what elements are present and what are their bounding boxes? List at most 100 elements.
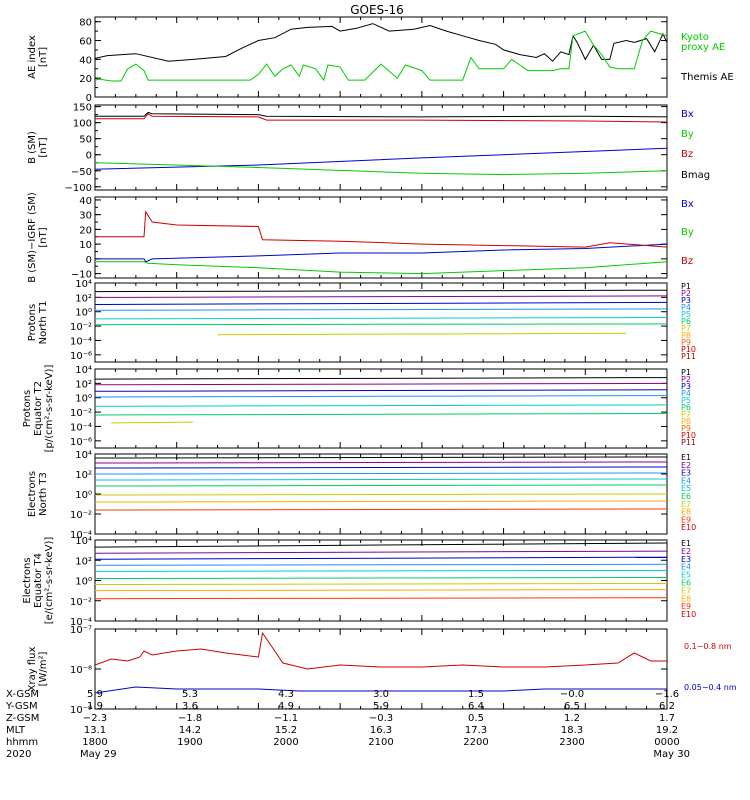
- y-tick-label: 10⁻²: [70, 408, 92, 419]
- footer-value: 15.2: [275, 725, 297, 736]
- legend-item: P6: [681, 317, 691, 326]
- legend-item: P8: [681, 417, 691, 426]
- series-line: [95, 23, 667, 62]
- legend-item: P2: [681, 289, 691, 298]
- series-line: [95, 323, 667, 326]
- legend-item: P1: [681, 282, 691, 291]
- legend-item: P7: [681, 410, 691, 419]
- y-axis-label: Equator T2: [33, 381, 44, 436]
- y-tick-label: 10⁴: [75, 536, 92, 547]
- legend-item: E5: [681, 484, 691, 493]
- legend-item: proxy AE: [681, 42, 725, 53]
- footer-row-label: hhmm: [6, 737, 38, 748]
- y-tick-label: 20: [79, 225, 92, 236]
- series-line: [95, 382, 667, 386]
- footer-value: −1.8: [178, 713, 202, 724]
- legend-item: E7: [681, 586, 691, 595]
- series-line: [95, 493, 667, 496]
- legend-item: 0.05−0.4 nm: [684, 683, 737, 692]
- y-tick-label: 10⁻⁴: [70, 336, 92, 347]
- legend-item: P1: [681, 368, 691, 377]
- y-tick-label: −100: [65, 183, 92, 194]
- footer-value: 6.2: [659, 701, 675, 712]
- series-line: [95, 456, 667, 459]
- y-tick-label: 10⁰: [75, 577, 92, 588]
- y-tick-label: 10⁻²: [70, 597, 92, 608]
- y-axis-label: Equator T4: [33, 553, 44, 608]
- panel-electrons_t4: 10⁴ 10² 10⁰ 10⁻² 10⁻⁴ Electrons Equator T4 [e/(…: [22, 536, 696, 628]
- legend-item: Bmag: [681, 170, 710, 181]
- legend-item: P11: [681, 438, 696, 447]
- legend-item: E9: [681, 515, 691, 524]
- legend-item: P3: [681, 296, 691, 305]
- series-line: [95, 295, 667, 298]
- panel-electrons_t3: 10⁴ 10² 10⁰ 10⁻² 10⁻⁴ Electrons North T3 E1E2E3…: [27, 450, 696, 541]
- footer-value: 2000: [273, 737, 298, 748]
- footer-row-label: X-GSM: [6, 689, 39, 700]
- y-axis-label: Protons: [22, 390, 33, 427]
- y-tick-label: 60: [79, 37, 92, 48]
- legend-item: P10: [681, 431, 696, 440]
- series-line: [95, 461, 667, 464]
- legend-item: P10: [681, 345, 696, 354]
- footer-value: 13.1: [84, 725, 106, 736]
- series-line: [111, 421, 194, 424]
- y-axis-label: [p/(cm²-s-sr-keV)]: [44, 365, 55, 453]
- y-tick-label: 10²: [75, 556, 92, 567]
- y-axis-label: B (SM): [27, 131, 38, 164]
- footer-value: 1.7: [659, 713, 675, 724]
- footer-value: 1800: [82, 737, 107, 748]
- panel-frame: [94, 104, 668, 191]
- legend-item: P5: [681, 310, 691, 319]
- legend-item: E8: [681, 594, 691, 603]
- y-tick-label: 100: [73, 119, 92, 130]
- legend-item: Bx: [681, 109, 694, 120]
- legend-item: E6: [681, 492, 691, 501]
- footer-value: 0000: [654, 737, 679, 748]
- series-line: [95, 317, 667, 320]
- legend-item: P6: [681, 403, 691, 412]
- y-tick-label: 10⁰: [75, 394, 92, 405]
- series-line: [95, 289, 667, 293]
- legend-item: Kyoto: [681, 32, 709, 43]
- footer-value: 18.3: [561, 725, 583, 736]
- y-tick-label: 40: [79, 196, 92, 207]
- series-line: [95, 589, 667, 592]
- series-line: [95, 466, 667, 469]
- y-axis-label: [W/m²]: [38, 651, 49, 686]
- panel-frame: [94, 282, 668, 363]
- footer-row-label: Y-GSM: [5, 701, 38, 712]
- y-tick-label: −50: [71, 167, 92, 178]
- legend-item: By: [681, 129, 694, 140]
- footer-value: 1.5: [468, 689, 484, 700]
- series-line: [95, 508, 667, 511]
- footer-value: 3.0: [373, 689, 389, 700]
- series-line: [95, 500, 667, 503]
- y-tick-label: 0: [86, 151, 92, 162]
- y-tick-label: 10²: [75, 379, 92, 390]
- footer-row-label: Z-GSM: [6, 713, 39, 724]
- footer-value: 5.9: [87, 689, 103, 700]
- legend-item: P3: [681, 382, 691, 391]
- legend-item: E8: [681, 508, 691, 517]
- y-tick-label: 150: [73, 103, 92, 114]
- series-line: [217, 332, 627, 336]
- y-tick-label: 10⁴: [75, 450, 92, 461]
- legend-item: E3: [681, 555, 691, 564]
- panel-bsm: 150 100 50 0 −50 −100 B (SM) [nT] Bx By Bz Bmag: [27, 103, 710, 194]
- legend-item: E10: [681, 610, 696, 619]
- y-tick-label: 10⁻²: [70, 322, 92, 333]
- y-tick-label: 30: [79, 211, 92, 222]
- y-axis-label: B (SM)−IGRF (SM): [27, 192, 38, 283]
- series-line: [95, 542, 667, 548]
- series-line: [95, 484, 667, 487]
- y-tick-label: 10⁻⁴: [70, 422, 92, 433]
- figure-title: GOES-16: [350, 3, 404, 17]
- legend-item: E3: [681, 469, 691, 478]
- legend-item: E6: [681, 579, 691, 588]
- legend-item: P5: [681, 396, 691, 405]
- series-line: [95, 147, 667, 170]
- series-line: [95, 686, 667, 694]
- footer-value: 19.2: [656, 725, 678, 736]
